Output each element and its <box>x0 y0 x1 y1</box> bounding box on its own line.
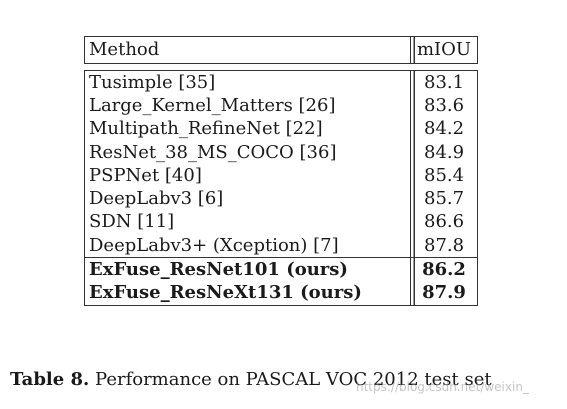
miou-cell: 87.8 <box>410 234 478 259</box>
method-cell: ResNet_38_MS_COCO [36] <box>84 140 410 165</box>
method-cell: SDN [11] <box>84 210 410 235</box>
method-cell: DeepLabv3+ (Xception) [7] <box>84 234 411 259</box>
miou-cell: 87.9 <box>410 281 478 306</box>
table-row: PSPNet [40] 85.4 <box>84 164 478 188</box>
watermark: https://blog.csdn.net/weixin_ <box>356 380 529 394</box>
results-table-container: Method mIOU Tusimple [35] 83.1 Large_Ker… <box>84 36 478 306</box>
method-cell: DeepLabv3 [6] <box>84 187 410 211</box>
miou-cell: 86.6 <box>410 210 478 235</box>
table-row-ours: ExFuse_ResNeXt131 (ours) 87.9 <box>84 281 478 306</box>
header-miou: mIOU <box>410 36 478 64</box>
method-cell: Multipath_RefineNet [22] <box>84 117 410 141</box>
miou-cell: 84.2 <box>410 117 478 141</box>
table-row: ResNet_38_MS_COCO [36] 84.9 <box>84 140 478 165</box>
table-row: SDN [11] 86.6 <box>84 210 478 235</box>
method-cell: Large_Kernel_Matters [26] <box>84 94 410 118</box>
miou-cell: 85.7 <box>410 187 478 211</box>
miou-cell: 83.6 <box>410 94 478 118</box>
table-header-row: Method mIOU <box>84 36 478 64</box>
miou-cell: 84.9 <box>410 140 478 165</box>
table-row: DeepLabv3+ (Xception) [7] 87.8 <box>84 234 478 259</box>
method-cell: ExFuse_ResNet101 (ours) <box>84 258 410 282</box>
table-row: Multipath_RefineNet [22] 84.2 <box>84 117 478 141</box>
miou-cell: 83.1 <box>410 70 478 95</box>
header-method: Method <box>84 36 411 64</box>
table-row: DeepLabv3 [6] 85.7 <box>84 187 478 211</box>
miou-cell: 86.2 <box>410 258 478 282</box>
method-cell: Tusimple [35] <box>84 70 411 95</box>
method-cell: ExFuse_ResNeXt131 (ours) <box>84 281 411 306</box>
miou-cell: 85.4 <box>410 164 478 188</box>
results-table: Method mIOU Tusimple [35] 83.1 Large_Ker… <box>84 36 478 306</box>
table-row: Large_Kernel_Matters [26] 83.6 <box>84 94 478 118</box>
caption-text: Performance on PASCAL VOC 2012 test set <box>95 369 492 390</box>
table-row: Tusimple [35] 83.1 <box>84 70 478 95</box>
method-cell: PSPNet [40] <box>84 164 410 188</box>
caption-label: Table 8. <box>10 369 90 390</box>
table-caption: Table 8. Performance on PASCAL VOC 2012 … <box>10 369 492 390</box>
table-row-ours: ExFuse_ResNet101 (ours) 86.2 <box>84 258 478 282</box>
